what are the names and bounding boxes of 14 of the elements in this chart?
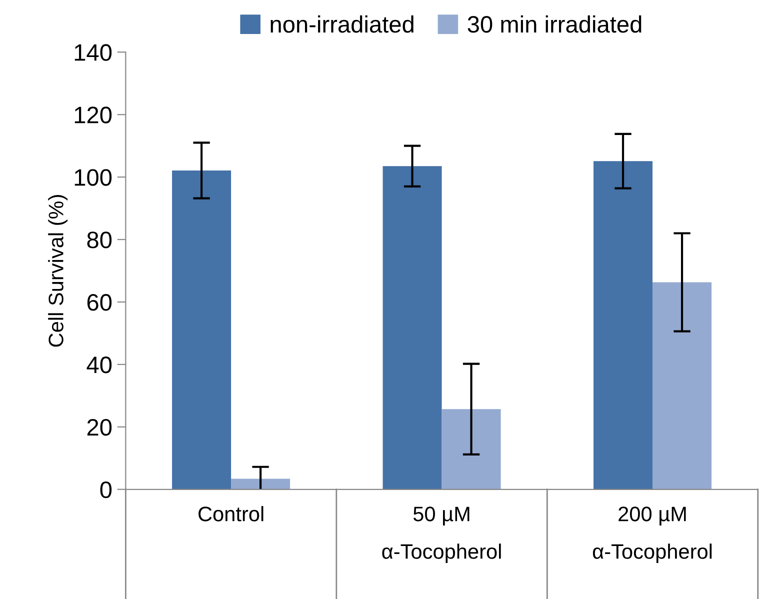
y-tick-label: 100	[74, 169, 112, 186]
legend-label: 30 min irradiated	[468, 15, 642, 33]
y-tick-label: 60	[87, 294, 112, 311]
y-tick-label: 120	[74, 106, 112, 124]
y-tick-label: 40	[86, 356, 112, 374]
x-tick-label: Control	[198, 506, 264, 522]
y-axis-title: Cell Survival (%)	[48, 195, 68, 347]
y-tick-label: 20	[87, 418, 112, 436]
x-tick-label: 50 µM α-Tocopherol	[382, 506, 501, 564]
x-tick-label: 200 µM α-Tocopherol	[592, 506, 712, 564]
y-tick-label: 140	[74, 44, 112, 61]
y-tick-label: 0	[100, 481, 112, 498]
y-tick-label: 80	[87, 232, 112, 248]
legend-label: non-irradiated	[270, 15, 414, 33]
